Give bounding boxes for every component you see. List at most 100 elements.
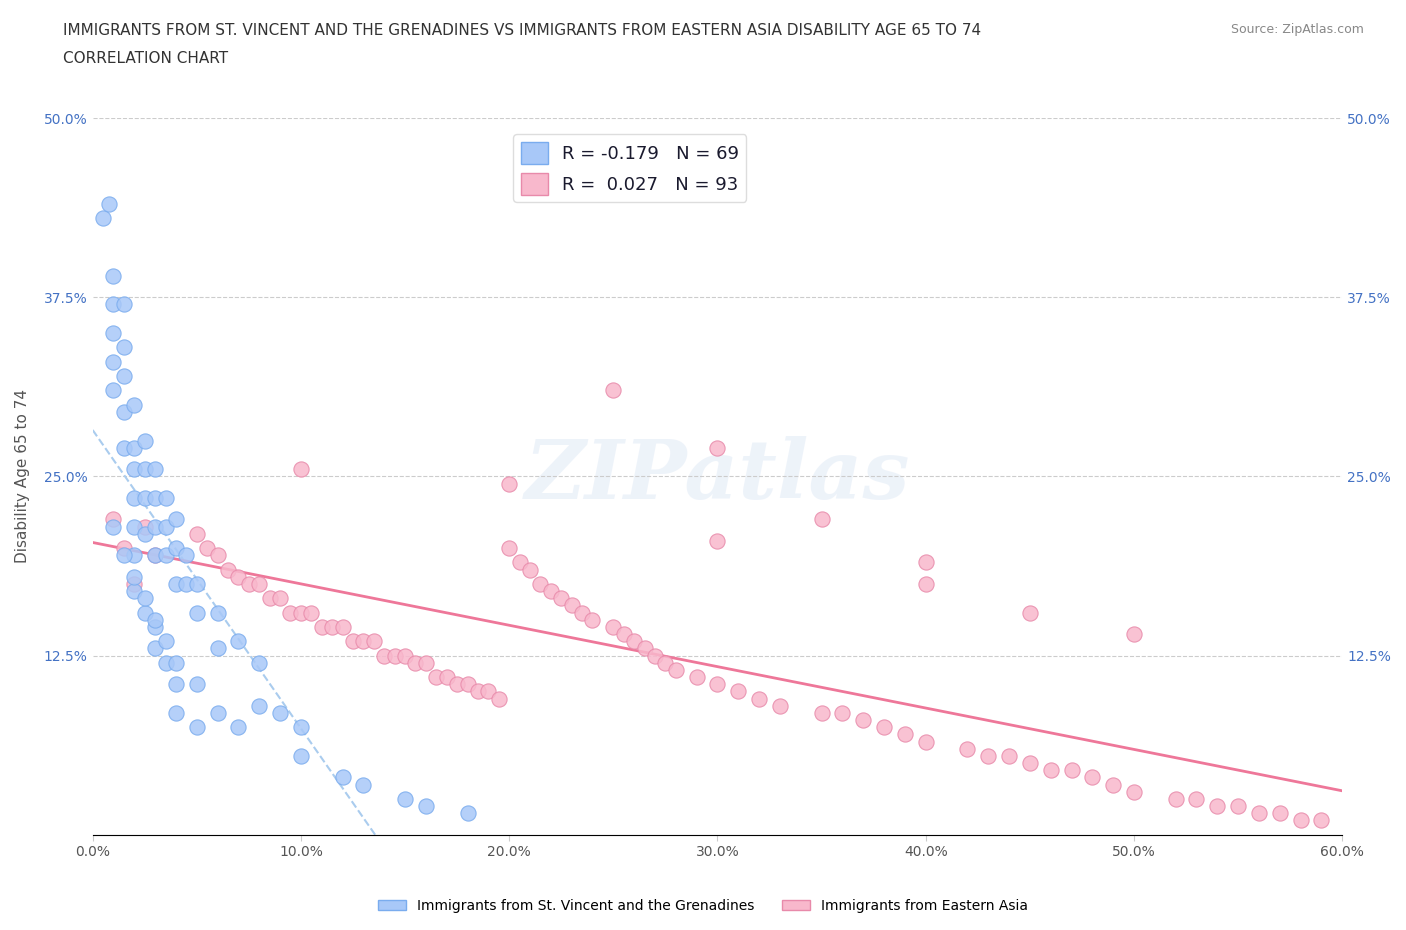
Point	[436, 670, 458, 684]
Point	[1060, 763, 1083, 777]
Point	[134, 605, 156, 620]
Point	[112, 340, 135, 355]
Point	[1289, 813, 1312, 828]
Point	[143, 548, 166, 563]
Point	[186, 677, 208, 692]
Point	[602, 619, 624, 634]
Point	[124, 490, 146, 505]
Point	[165, 512, 187, 527]
Point	[665, 662, 688, 677]
Point	[1206, 799, 1229, 814]
Point	[134, 433, 156, 448]
Point	[540, 584, 562, 599]
Point	[321, 619, 343, 634]
Point	[124, 548, 146, 563]
Point	[165, 540, 187, 555]
Point	[290, 720, 312, 735]
Y-axis label: Disability Age 65 to 74: Disability Age 65 to 74	[15, 390, 30, 564]
Point	[706, 441, 728, 456]
Point	[415, 799, 437, 814]
Text: CORRELATION CHART: CORRELATION CHART	[63, 51, 228, 66]
Point	[217, 563, 239, 578]
Point	[581, 612, 603, 627]
Point	[561, 598, 583, 613]
Point	[155, 519, 177, 534]
Point	[98, 197, 121, 212]
Point	[998, 749, 1021, 764]
Point	[112, 405, 135, 419]
Point	[269, 591, 291, 605]
Point	[1102, 777, 1125, 792]
Point	[550, 591, 572, 605]
Point	[165, 577, 187, 591]
Point	[134, 519, 156, 534]
Point	[1018, 605, 1040, 620]
Point	[143, 619, 166, 634]
Point	[143, 641, 166, 656]
Point	[644, 648, 666, 663]
Point	[706, 677, 728, 692]
Point	[112, 441, 135, 456]
Point	[143, 462, 166, 477]
Text: ZIPatlas: ZIPatlas	[524, 436, 910, 516]
Point	[134, 462, 156, 477]
Point	[373, 648, 395, 663]
Point	[103, 383, 125, 398]
Point	[186, 720, 208, 735]
Point	[623, 634, 645, 649]
Point	[143, 490, 166, 505]
Text: Source: ZipAtlas.com: Source: ZipAtlas.com	[1230, 23, 1364, 36]
Point	[852, 712, 875, 727]
Point	[186, 526, 208, 541]
Point	[332, 619, 354, 634]
Point	[977, 749, 1000, 764]
Point	[269, 706, 291, 721]
Point	[529, 577, 551, 591]
Point	[488, 691, 510, 706]
Point	[155, 490, 177, 505]
Point	[195, 540, 218, 555]
Point	[384, 648, 406, 663]
Point	[103, 519, 125, 534]
Point	[176, 548, 198, 563]
Point	[124, 584, 146, 599]
Point	[602, 383, 624, 398]
Point	[831, 706, 853, 721]
Text: IMMIGRANTS FROM ST. VINCENT AND THE GRENADINES VS IMMIGRANTS FROM EASTERN ASIA D: IMMIGRANTS FROM ST. VINCENT AND THE GREN…	[63, 23, 981, 38]
Point	[186, 577, 208, 591]
Point	[207, 641, 229, 656]
Point	[103, 269, 125, 284]
Point	[654, 656, 676, 671]
Point	[165, 677, 187, 692]
Point	[124, 577, 146, 591]
Point	[1268, 805, 1291, 820]
Point	[247, 698, 270, 713]
Point	[1247, 805, 1270, 820]
Legend: R = -0.179   N = 69, R =  0.027   N = 93: R = -0.179 N = 69, R = 0.027 N = 93	[513, 134, 747, 202]
Point	[509, 555, 531, 570]
Point	[155, 656, 177, 671]
Point	[143, 612, 166, 627]
Point	[143, 519, 166, 534]
Point	[769, 698, 792, 713]
Point	[165, 706, 187, 721]
Point	[352, 777, 374, 792]
Point	[425, 670, 447, 684]
Point	[613, 627, 636, 642]
Point	[165, 656, 187, 671]
Point	[259, 591, 281, 605]
Point	[685, 670, 707, 684]
Point	[810, 512, 832, 527]
Point	[112, 548, 135, 563]
Point	[134, 591, 156, 605]
Point	[1227, 799, 1250, 814]
Point	[134, 526, 156, 541]
Point	[467, 684, 489, 699]
Point	[207, 706, 229, 721]
Point	[290, 605, 312, 620]
Point	[477, 684, 499, 699]
Point	[894, 727, 917, 742]
Point	[124, 569, 146, 584]
Point	[124, 519, 146, 534]
Point	[633, 641, 655, 656]
